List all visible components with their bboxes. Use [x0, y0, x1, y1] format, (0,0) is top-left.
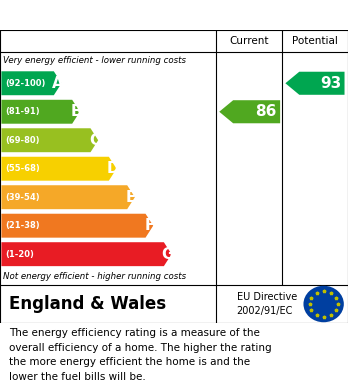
Text: 86: 86: [255, 104, 277, 119]
Polygon shape: [1, 128, 98, 152]
Text: (81-91): (81-91): [6, 107, 40, 116]
Text: Not energy efficient - higher running costs: Not energy efficient - higher running co…: [3, 272, 186, 281]
Text: Very energy efficient - lower running costs: Very energy efficient - lower running co…: [3, 56, 186, 65]
Polygon shape: [285, 72, 345, 95]
Text: Current: Current: [229, 36, 269, 46]
Text: Energy Efficiency Rating: Energy Efficiency Rating: [9, 7, 219, 23]
Text: A: A: [52, 76, 64, 91]
Text: F: F: [144, 218, 155, 233]
Text: (21-38): (21-38): [6, 221, 40, 230]
Polygon shape: [1, 100, 80, 124]
Polygon shape: [219, 100, 280, 123]
Text: the more energy efficient the home is and the: the more energy efficient the home is an…: [9, 357, 250, 367]
Polygon shape: [1, 157, 117, 181]
Text: G: G: [161, 247, 174, 262]
Text: England & Wales: England & Wales: [9, 295, 166, 313]
Text: (55-68): (55-68): [6, 164, 40, 173]
Text: (92-100): (92-100): [6, 79, 46, 88]
Polygon shape: [1, 71, 62, 95]
Text: EU Directive
2002/91/EC: EU Directive 2002/91/EC: [237, 292, 297, 316]
Text: E: E: [126, 190, 136, 205]
Polygon shape: [1, 214, 153, 238]
Text: Potential: Potential: [292, 36, 338, 46]
Text: lower the fuel bills will be.: lower the fuel bills will be.: [9, 372, 145, 382]
Ellipse shape: [303, 286, 344, 322]
Text: The energy efficiency rating is a measure of the: The energy efficiency rating is a measur…: [9, 328, 260, 339]
Text: (69-80): (69-80): [6, 136, 40, 145]
Text: B: B: [70, 104, 82, 119]
Polygon shape: [1, 185, 135, 209]
Text: overall efficiency of a home. The higher the rating: overall efficiency of a home. The higher…: [9, 343, 271, 353]
Text: D: D: [106, 161, 119, 176]
Text: (1-20): (1-20): [6, 250, 34, 259]
Text: 93: 93: [320, 76, 341, 91]
Polygon shape: [1, 242, 172, 266]
Text: C: C: [89, 133, 100, 148]
Text: (39-54): (39-54): [6, 193, 40, 202]
